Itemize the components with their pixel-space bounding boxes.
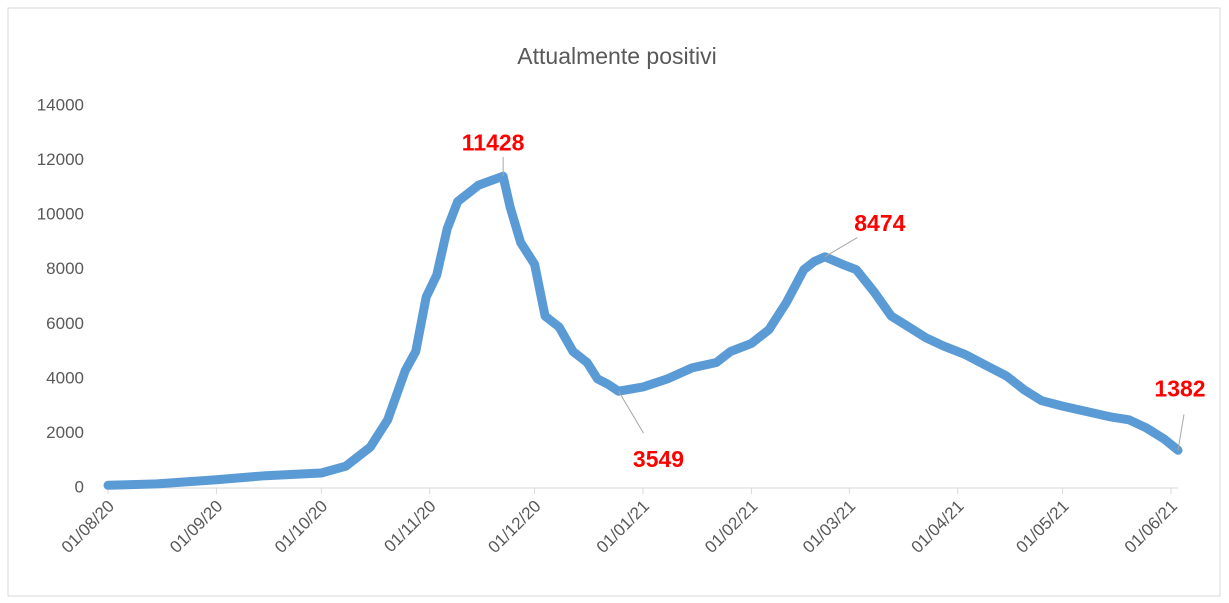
y-tick-label: 6000 [46,314,84,333]
y-tick-label: 0 [75,477,84,496]
y-tick-label: 2000 [46,423,84,442]
y-tick-label: 10000 [37,205,84,224]
data-label: 11428 [462,129,525,155]
chart-border [7,7,1221,597]
leader-line [1177,414,1185,451]
line-series [103,171,1183,490]
data-label: 1382 [1154,375,1205,401]
y-tick-label: 14000 [37,95,84,114]
chart-title: Attualmente positivi [517,43,716,69]
y-tick-label: 12000 [37,150,84,169]
y-tick-label: 4000 [46,368,84,387]
y-tick-label: 8000 [46,259,84,278]
leader-line [618,390,644,434]
data-label: 3549 [633,446,684,472]
leader-line [824,237,858,258]
data-label: 8474 [854,210,905,236]
